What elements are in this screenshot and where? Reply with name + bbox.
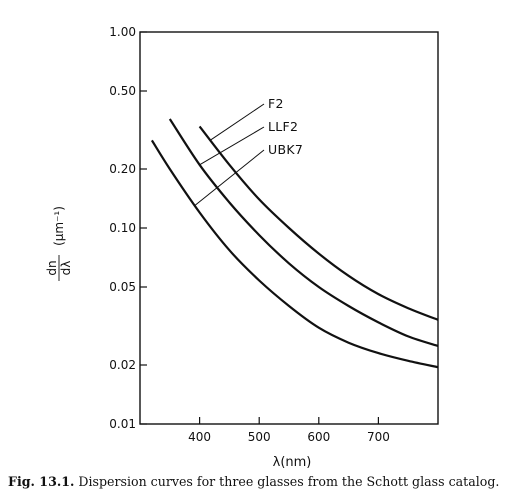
annotation-label-ubk7: UBK7 xyxy=(268,142,303,157)
dispersion-chart: 0.01 0.02 0.05 0.10 0.20 0.50 1.00 400 500 600 700… xyxy=(45,25,439,470)
annotation-leader-f2 xyxy=(210,103,265,141)
series-line-f2 xyxy=(198,125,439,321)
x-tick-label: 400 xyxy=(188,430,211,444)
x-tick-label: 600 xyxy=(307,430,330,444)
y-tick-label: 0.10 xyxy=(109,221,136,235)
annotation-label-llf2: LLF2 xyxy=(268,119,298,134)
y-tick-label: 1.00 xyxy=(109,25,136,39)
annotation-label-f2: F2 xyxy=(268,96,284,111)
series-line-ubk7 xyxy=(150,139,439,369)
x-axis-label: λ(nm) xyxy=(273,455,312,470)
y-axis-label-units: (μm⁻¹) xyxy=(52,206,66,246)
annotation-leader-ubk7 xyxy=(194,149,265,206)
annotation-leader-llf2 xyxy=(199,126,265,166)
y-tick-label: 0.20 xyxy=(109,162,136,176)
y-axis-label-denominator: dλ xyxy=(59,261,73,276)
series-line-llf2 xyxy=(168,118,439,348)
y-tick-label: 0.05 xyxy=(109,280,136,294)
y-axis-label-numerator: dn xyxy=(45,260,59,275)
figure-number: Fig. 13.1. xyxy=(8,474,75,489)
y-tick-label: 0.01 xyxy=(109,417,136,431)
y-tick-label: 0.02 xyxy=(109,358,136,372)
x-tick-label: 700 xyxy=(367,430,390,444)
x-tick-label: 500 xyxy=(248,430,271,444)
y-tick-label: 0.50 xyxy=(109,84,136,98)
figure-caption: Fig. 13.1. Dispersion curves for three g… xyxy=(8,474,503,489)
y-axis-label: dn dλ (μm⁻¹) xyxy=(45,206,73,281)
figure-caption-text: Dispersion curves for three glasses from… xyxy=(78,474,500,489)
